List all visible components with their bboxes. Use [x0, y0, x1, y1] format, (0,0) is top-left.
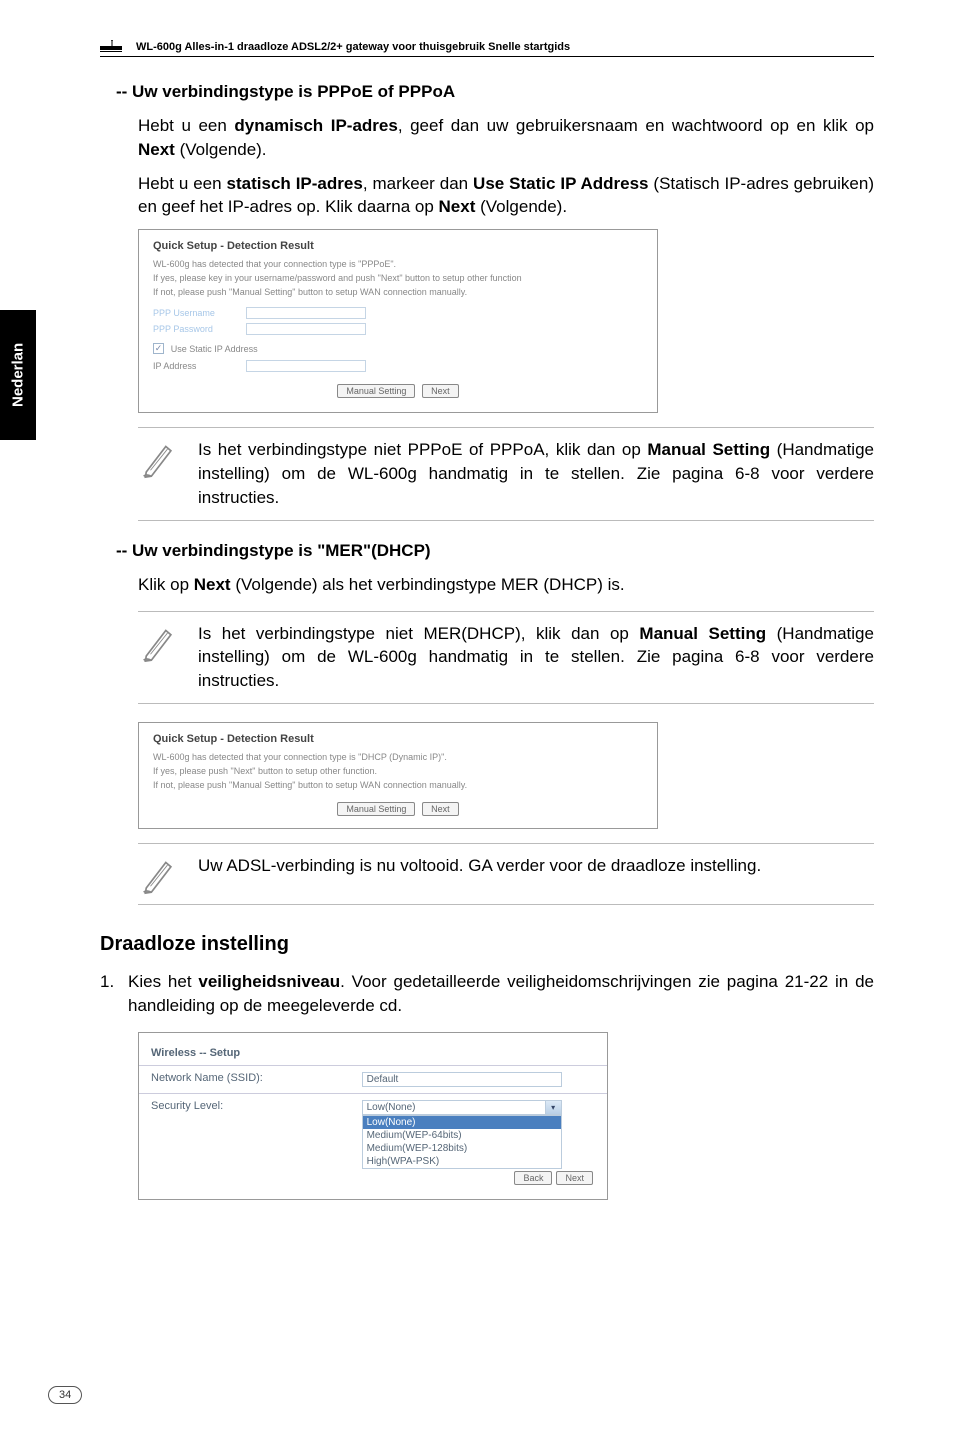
pencil-icon — [142, 438, 176, 478]
screenshot-wireless-setup: Wireless -- Setup Network Name (SSID): D… — [138, 1032, 608, 1200]
security-level-options[interactable]: Low(None) Medium(WEP-64bits) Medium(WEP-… — [362, 1115, 562, 1169]
security-option-low[interactable]: Low(None) — [363, 1116, 561, 1129]
screenshot-dhcp-detection: Quick Setup - Detection Result WL-600g h… — [138, 722, 658, 829]
ppp-password-input[interactable] — [246, 323, 366, 335]
product-logo-icon — [100, 40, 128, 54]
pppoe-heading: -- Uw verbindingstype is PPPoE of PPPoA — [116, 82, 874, 102]
ppp-password-label: PPP Password — [153, 324, 243, 334]
next-button[interactable]: Next — [422, 802, 459, 816]
shot-b-title: Quick Setup - Detection Result — [153, 733, 643, 745]
pppoe-paragraph-2: Hebt u een statisch IP-adres, markeer da… — [138, 172, 874, 220]
manual-setting-button[interactable]: Manual Setting — [337, 384, 415, 398]
shot-a-line1: WL-600g has detected that your connectio… — [153, 259, 643, 269]
pencil-icon — [142, 622, 176, 662]
list-number: 1. — [100, 970, 128, 1018]
security-level-label: Security Level: — [139, 1093, 350, 1191]
page-number: 34 — [48, 1386, 82, 1404]
use-static-ip-label: Use Static IP Address — [171, 344, 258, 354]
shot-a-line2: If yes, please key in your username/pass… — [153, 273, 643, 283]
pencil-icon — [142, 854, 176, 894]
page-header: WL-600g Alles-in-1 draadloze ADSL2/2+ ga… — [100, 40, 874, 57]
mer-heading: -- Uw verbindingstype is "MER"(DHCP) — [116, 541, 874, 561]
shot-a-line3: If not, please push "Manual Setting" but… — [153, 287, 643, 297]
ssid-input[interactable]: Default — [362, 1072, 562, 1087]
shot-b-line1: WL-600g has detected that your connectio… — [153, 752, 643, 762]
next-button[interactable]: Next — [422, 384, 459, 398]
side-language-tab: Nederlan — [0, 310, 36, 440]
screenshot-pppoe-detection: Quick Setup - Detection Result WL-600g h… — [138, 229, 658, 413]
note-adsl-complete: Uw ADSL-verbinding is nu voltooid. GA ve… — [138, 843, 874, 905]
use-static-ip-checkbox[interactable]: ✓ — [153, 343, 164, 354]
ppp-username-label: PPP Username — [153, 308, 243, 318]
shot-b-line2: If yes, please push "Next" button to set… — [153, 766, 643, 776]
security-option-wpa[interactable]: High(WPA-PSK) — [363, 1155, 561, 1168]
security-level-select[interactable]: Low(None) ▾ — [362, 1100, 562, 1115]
security-option-wep128[interactable]: Medium(WEP-128bits) — [363, 1142, 561, 1155]
wireless-setup-title: Wireless -- Setup — [139, 1041, 607, 1066]
note-2-text: Is het verbindingstype niet MER(DHCP), k… — [198, 622, 874, 693]
pppoe-paragraph-1: Hebt u een dynamisch IP-adres, geef dan … — [138, 114, 874, 162]
header-title: WL-600g Alles-in-1 draadloze ADSL2/2+ ga… — [136, 41, 570, 53]
back-button[interactable]: Back — [514, 1171, 552, 1185]
manual-setting-button[interactable]: Manual Setting — [337, 802, 415, 816]
next-button[interactable]: Next — [556, 1171, 593, 1185]
note-1-text: Is het verbindingstype niet PPPoE of PPP… — [198, 438, 874, 509]
wireless-step-1: 1. Kies het veiligheidsniveau. Voor gede… — [100, 970, 874, 1018]
shot-b-line3: If not, please push "Manual Setting" but… — [153, 780, 643, 790]
ip-address-label: IP Address — [153, 361, 243, 371]
wireless-heading: Draadloze instelling — [100, 933, 874, 956]
ppp-username-input[interactable] — [246, 307, 366, 319]
note-manual-setting-1: Is het verbindingstype niet PPPoE of PPP… — [138, 427, 874, 520]
ip-address-input[interactable] — [246, 360, 366, 372]
shot-a-title: Quick Setup - Detection Result — [153, 240, 643, 252]
security-option-wep64[interactable]: Medium(WEP-64bits) — [363, 1129, 561, 1142]
chevron-down-icon: ▾ — [545, 1101, 561, 1114]
mer-paragraph: Klik op Next (Volgende) als het verbindi… — [138, 573, 874, 597]
ssid-label: Network Name (SSID): — [139, 1065, 350, 1093]
note-3-text: Uw ADSL-verbinding is nu voltooid. GA ve… — [198, 854, 761, 878]
note-manual-setting-2: Is het verbindingstype niet MER(DHCP), k… — [138, 611, 874, 704]
